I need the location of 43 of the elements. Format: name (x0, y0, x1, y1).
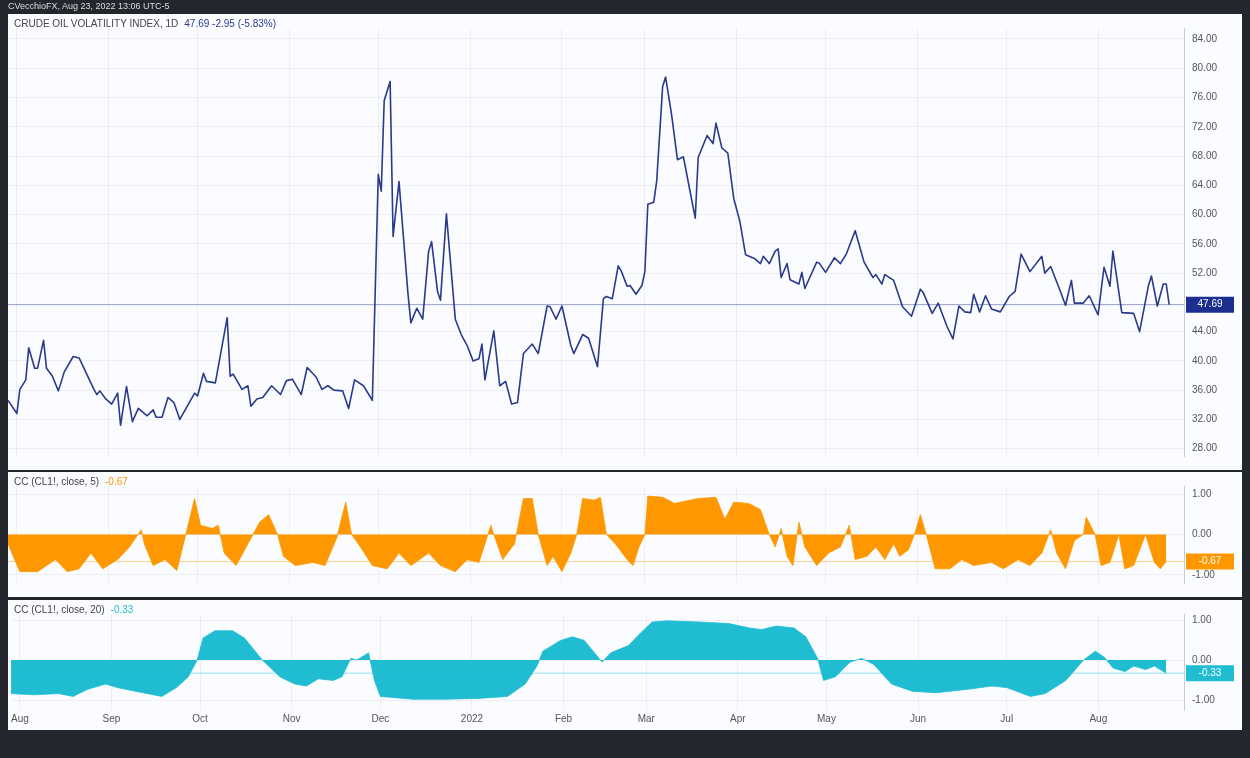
y-tick-label: 1.00 (1192, 487, 1212, 499)
text: CVecchioFX, Aug 23, 2022 13:06 UTC-5 (8, 0, 170, 13)
y-tick-label: 0.00 (1192, 528, 1212, 540)
y-tick-label: 1.00 (1192, 613, 1212, 625)
y-tick-label: 76.00 (1192, 91, 1218, 103)
chart-title: CC (CL1!, close, 20) (14, 604, 105, 615)
y-tick-label: -1.00 (1192, 693, 1216, 705)
y-tick-label: 84.00 (1192, 32, 1218, 44)
x-tick-label: Oct (192, 712, 209, 724)
x-tick-label: Feb (554, 712, 573, 724)
x-tick-label: Jun (910, 712, 927, 724)
x-tick-label: Aug (11, 712, 29, 724)
ref-line-label: -0.67 (1198, 555, 1222, 567)
x-tick-label: Nov (282, 712, 301, 724)
ref-line-label: -0.33 (1198, 666, 1222, 678)
x-tick-label: Dec (371, 712, 390, 724)
chart-title: CC (CL1!, close, 5) (14, 476, 100, 487)
y-tick-label: 44.00 (1192, 325, 1218, 337)
x-tick-label: Apr (730, 712, 747, 724)
y-tick-label: 36.00 (1192, 383, 1218, 395)
y-tick-label: 28.00 (1192, 442, 1218, 454)
chart-subtitle: 47.69 -2.95 (-5.83%) (184, 18, 277, 29)
chart-title: CRUDE OIL VOLATILITY INDEX, 1D (14, 18, 179, 29)
x-tick-label: 2022 (460, 712, 484, 724)
y-tick-label: 32.00 (1192, 413, 1218, 425)
y-tick-label: 60.00 (1192, 208, 1218, 220)
y-tick-label: 0.00 (1192, 653, 1212, 665)
y-tick-label: 52.00 (1192, 266, 1218, 278)
y-tick-label: 40.00 (1192, 354, 1218, 366)
x-tick-label: Mar (637, 712, 656, 724)
y-tick-label: 68.00 (1192, 149, 1218, 161)
y-tick-label: 56.00 (1192, 237, 1218, 249)
y-tick-label: 64.00 (1192, 179, 1218, 191)
chart-subtitle: -0.33 (110, 604, 134, 615)
x-tick-label: May (817, 712, 836, 724)
y-tick-label: 80.00 (1192, 61, 1218, 73)
x-tick-label: Aug (1089, 712, 1108, 724)
y-tick-label: 72.00 (1192, 120, 1218, 132)
x-tick-label: Jul (1000, 712, 1014, 724)
y-tick-label: -1.00 (1192, 568, 1216, 580)
ref-line-label: 47.69 (1197, 298, 1223, 310)
x-tick-label: Sep (102, 712, 121, 724)
chart-subtitle: -0.67 (105, 476, 128, 487)
